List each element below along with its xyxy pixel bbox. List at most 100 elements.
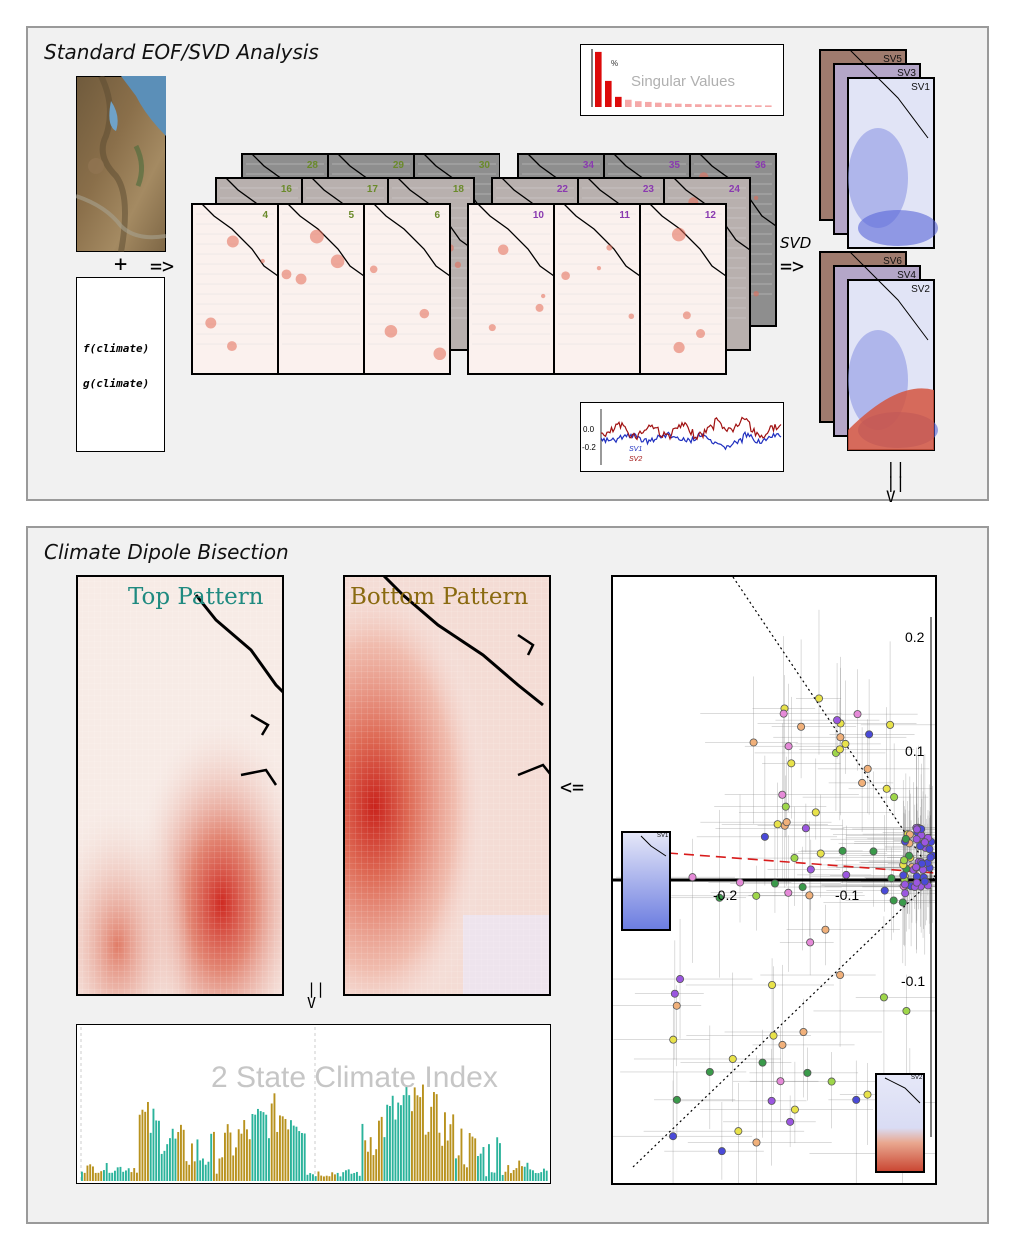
scatter-point: [776, 1077, 785, 1086]
sv-bar: [745, 105, 752, 107]
index-bar: [504, 1171, 507, 1181]
index-bar: [240, 1133, 243, 1181]
map-stack-b: 36 35 34 24 23 22 12 11 10: [467, 153, 777, 375]
index-bar: [268, 1138, 270, 1181]
index-bar: [196, 1139, 199, 1181]
scatter-point: [769, 1031, 778, 1040]
scatter-point: [770, 879, 779, 888]
index-bar: [111, 1172, 114, 1181]
index-bar: [380, 1116, 383, 1181]
scatter-point: [912, 878, 921, 887]
index-bar: [452, 1114, 455, 1181]
scatter-point: [890, 793, 899, 802]
index-bar: [125, 1170, 127, 1181]
map-number: 11: [619, 210, 630, 221]
scatter-point: [778, 1040, 787, 1049]
index-bar: [479, 1153, 482, 1181]
map-number: 18: [453, 184, 465, 195]
input-arrow: =>: [150, 254, 175, 278]
index-bar: [317, 1171, 320, 1181]
index-bar: [460, 1128, 463, 1181]
map-number: 16: [281, 184, 293, 195]
bisection-scatter-plot: 0.2 0.1 -0.1 -0.2 -0.1 SV1 SV2: [611, 575, 937, 1185]
index-bar: [312, 1174, 314, 1181]
sv-bar: [765, 105, 772, 107]
scatter-point: [827, 1077, 836, 1086]
index-bar: [328, 1176, 331, 1181]
scatter-point: [728, 1054, 737, 1063]
index-bar: [83, 1172, 86, 1181]
map-number: 12: [705, 210, 717, 221]
sv-label: SV3: [897, 68, 916, 79]
index-bar: [411, 1111, 413, 1181]
index-bar: [369, 1137, 372, 1181]
map-number: 4: [262, 210, 268, 221]
index-bar: [213, 1131, 215, 1181]
scatter-point: [920, 877, 929, 886]
index-bar: [226, 1124, 229, 1181]
scatter-point: [901, 834, 910, 843]
index-bar: [350, 1173, 353, 1181]
map-number: 17: [367, 184, 379, 195]
index-bar: [435, 1094, 438, 1181]
index-bar: [526, 1162, 529, 1181]
index-bar: [133, 1168, 136, 1181]
index-bar: [534, 1173, 537, 1181]
index-bar: [488, 1144, 490, 1181]
scatter-point: [784, 742, 793, 751]
index-bar: [215, 1173, 218, 1181]
y-tick-0.2: 0.2: [905, 629, 925, 645]
index-bar: [136, 1172, 138, 1181]
sv-bar: [615, 96, 622, 107]
scatter-point: [798, 883, 807, 892]
map-number: 35: [669, 160, 681, 171]
scatter-point: [670, 989, 679, 998]
ts-tick-0: 0.0: [583, 425, 595, 434]
index-bar: [301, 1133, 303, 1181]
sv-bar: [755, 105, 762, 107]
scatter-point: [767, 1096, 776, 1105]
index-bar: [81, 1171, 83, 1181]
index-bar: [257, 1108, 259, 1181]
index-bar: [323, 1176, 325, 1181]
map-card-front: 12: [639, 203, 727, 375]
scatter-point: [806, 865, 815, 874]
index-bar: [287, 1129, 290, 1181]
index-bar: [419, 1097, 422, 1181]
sv-label: SV1: [911, 82, 930, 93]
index-bar: [235, 1147, 237, 1181]
map-number: 29: [393, 160, 405, 171]
scatter-point: [778, 790, 787, 799]
sv-bar: [665, 103, 672, 107]
index-bar: [251, 1113, 254, 1181]
map-number: 5: [348, 210, 354, 221]
scatter-point: [879, 993, 888, 1002]
index-bar: [152, 1108, 155, 1181]
index-bar: [353, 1172, 356, 1181]
sv-label: SV4: [897, 270, 916, 281]
index-bar: [270, 1103, 273, 1181]
index-bar: [358, 1175, 361, 1181]
y-tick-neg-0.1: -0.1: [901, 973, 926, 989]
index-bar: [108, 1172, 111, 1181]
scatter-point: [926, 853, 935, 862]
bottom-pattern-label: Bottom Pattern: [350, 584, 529, 610]
index-bar: [482, 1147, 485, 1181]
index-bar: [169, 1138, 171, 1181]
index-bar: [191, 1143, 193, 1181]
index-bar: [416, 1095, 419, 1181]
index-bar: [127, 1168, 130, 1181]
scatter-point: [790, 1105, 799, 1114]
index-bar: [532, 1170, 534, 1181]
connector-arrow: || || V: [886, 459, 906, 506]
scatter-point: [752, 1138, 761, 1147]
index-bar: [182, 1129, 185, 1181]
inset-label-sv1: SV1: [657, 833, 669, 839]
index-bar: [188, 1164, 191, 1181]
map-number: 28: [307, 160, 319, 171]
index-bar: [496, 1137, 499, 1181]
scatter-point: [803, 1068, 812, 1077]
index-bar: [259, 1111, 262, 1181]
sv-map-card: SV1: [847, 77, 938, 249]
index-bar: [449, 1124, 452, 1181]
